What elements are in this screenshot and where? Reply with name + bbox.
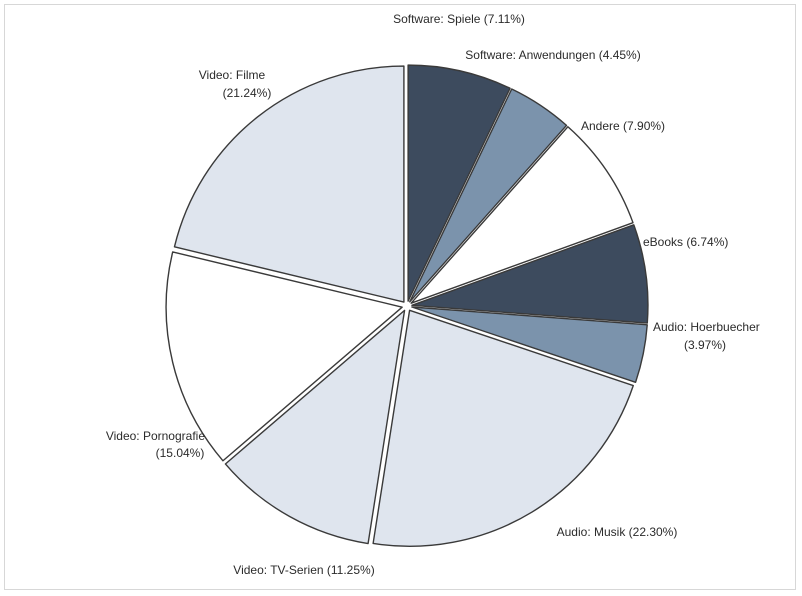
label-video-pornografie: Video: Pornografie (106, 429, 206, 443)
label-audio-hoerbuecher: Audio: Hoerbuecher (653, 320, 760, 334)
label-audio-musik: Audio: Musik (22.30%) (557, 525, 678, 539)
label-video-tv-serien: Video: TV-Serien (11.25%) (233, 563, 374, 577)
label-audio-hoerbuecher-value: (3.97%) (684, 338, 726, 352)
label-andere: Andere (7.90%) (581, 119, 665, 133)
slice-andere (410, 126, 634, 304)
slice-software-anwendungen (409, 88, 568, 303)
pie-labels: Video: Filme (21.24%) Software: Spiele (… (106, 12, 760, 577)
label-software-anwendungen: Software: Anwendungen (4.45%) (465, 48, 640, 62)
pie-slices (165, 64, 649, 547)
label-video-filme: Video: Filme (199, 68, 266, 82)
slice-software-spiele (407, 64, 511, 302)
slice-video-tv-serien (224, 309, 406, 545)
label-video-pornografie-value: (15.04%) (156, 446, 205, 460)
slice-ebooks (411, 224, 649, 324)
label-video-filme-value: (21.24%) (223, 86, 272, 100)
slice-video-pornografie (165, 251, 403, 462)
slice-video-filme (173, 65, 405, 303)
slice-audio-musik (372, 309, 634, 547)
label-ebooks: eBooks (6.74%) (643, 235, 728, 249)
label-software-spiele: Software: Spiele (7.11%) (393, 12, 525, 26)
slice-audio-hoerbuecher (411, 306, 648, 384)
